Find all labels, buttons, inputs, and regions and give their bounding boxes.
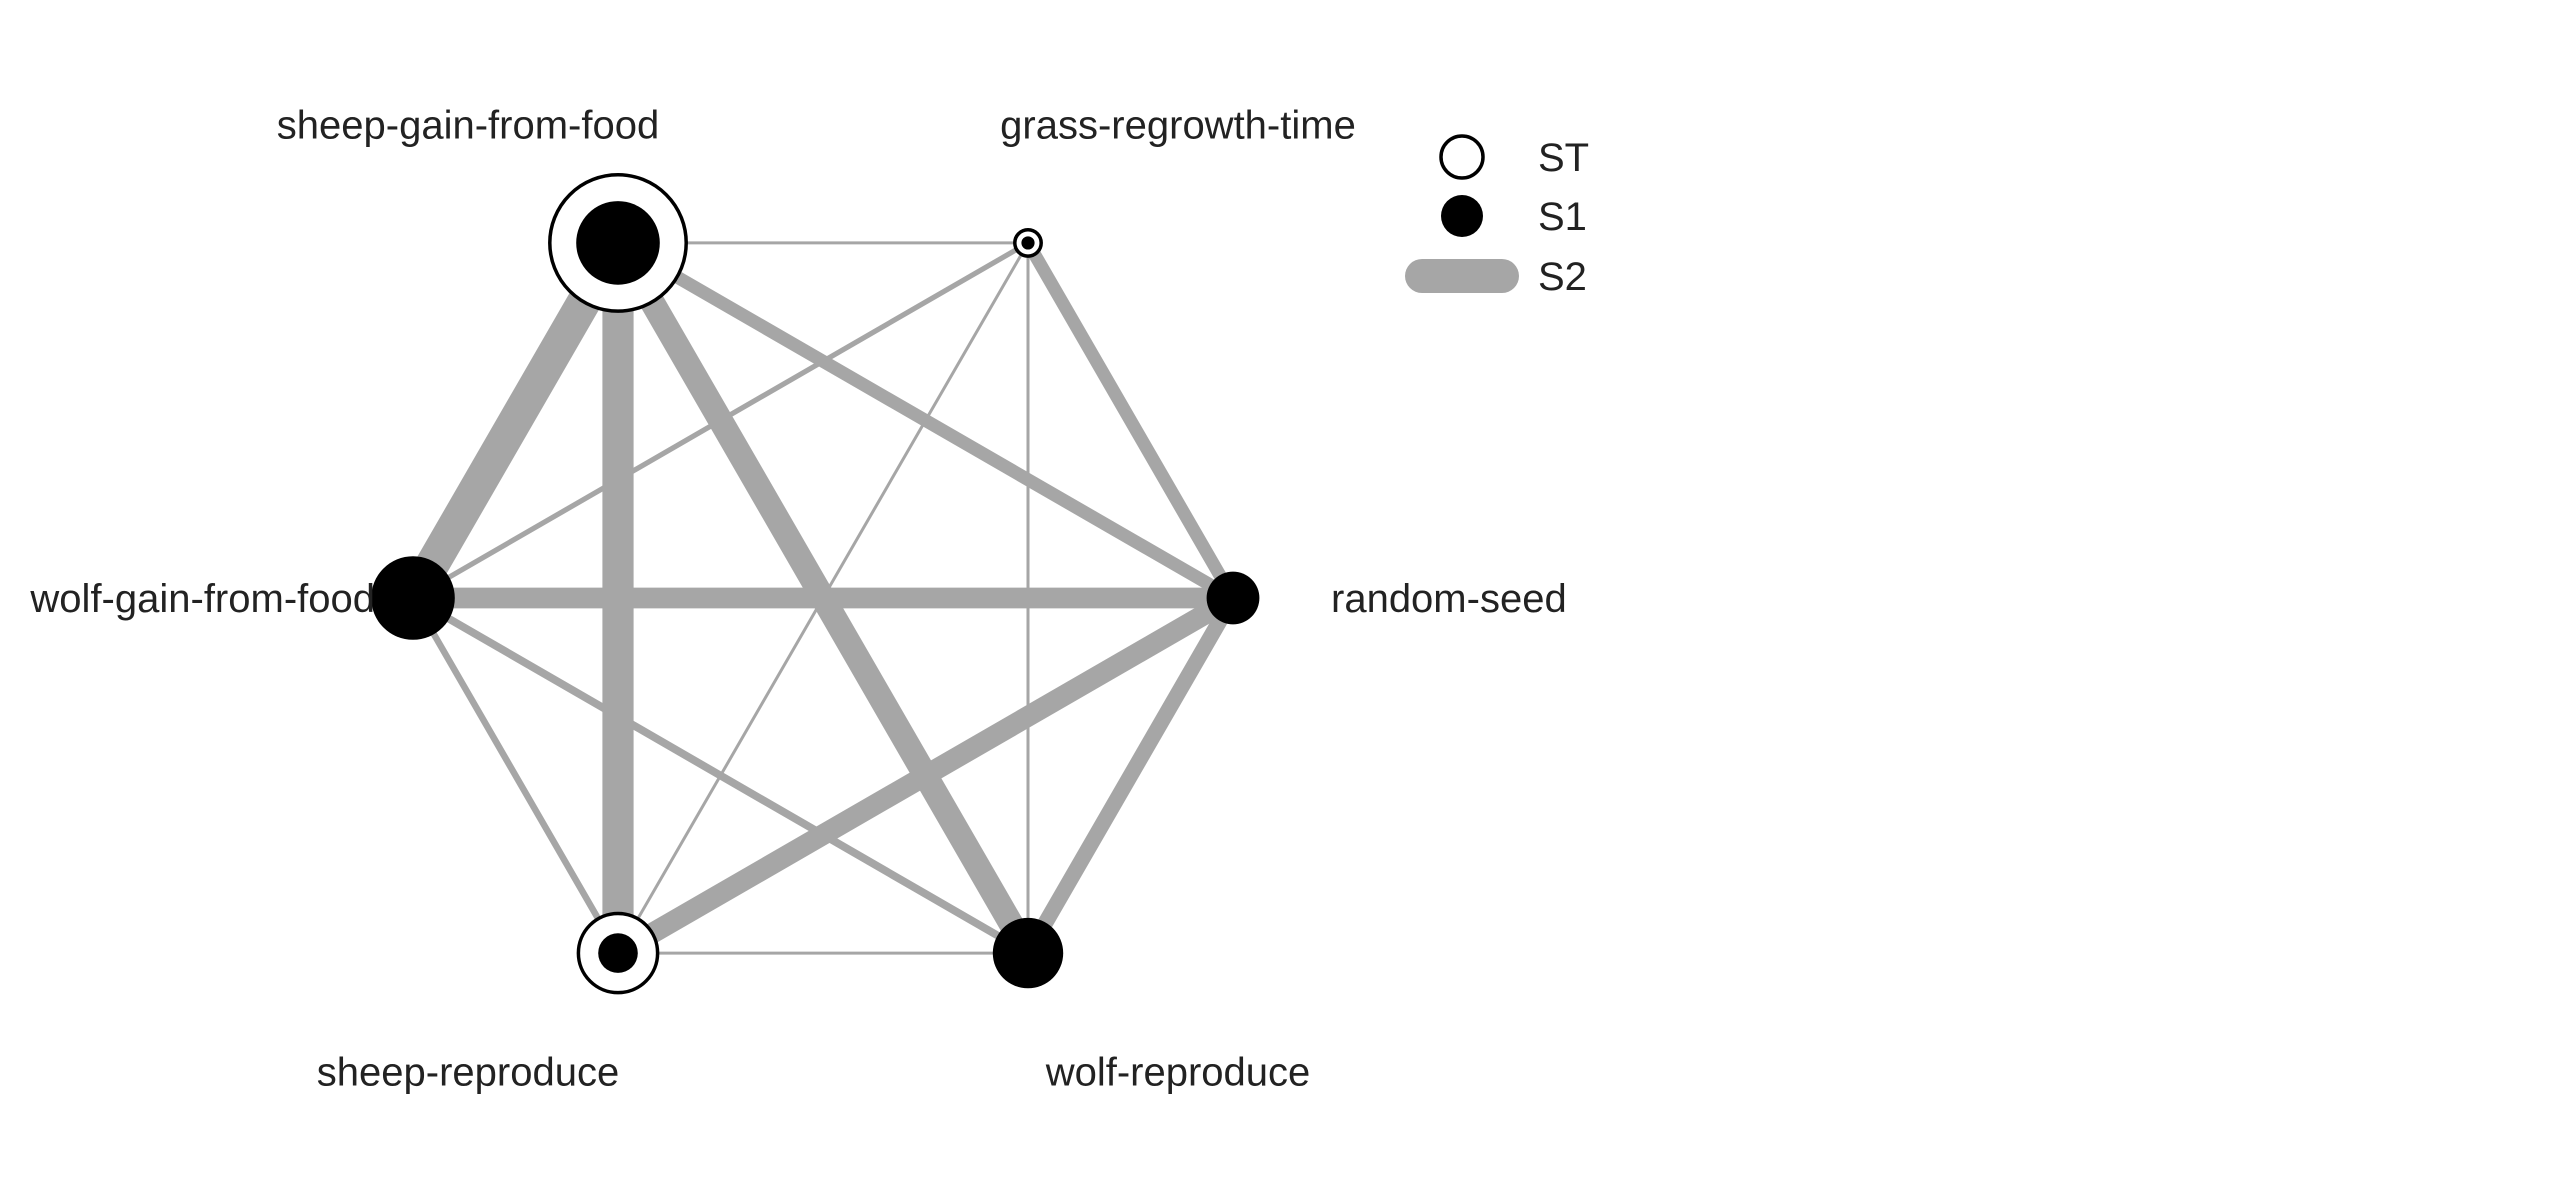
- node-wgf-s1-dot: [371, 556, 455, 640]
- legend-s1-label: S1: [1538, 195, 1587, 239]
- node-label-wr: wolf-reproduce: [1045, 1050, 1311, 1094]
- node-sgf-s1-dot: [576, 201, 660, 285]
- node-wr-s1-dot: [992, 917, 1064, 989]
- edge-wgf-grt: [411, 240, 1030, 601]
- node-grt-s1-dot: [1021, 236, 1035, 250]
- node-label-wgf: wolf-gain-from-food: [29, 577, 375, 621]
- node-label-sr: sheep-reproduce: [317, 1050, 619, 1094]
- edge-layer: [398, 234, 1240, 963]
- legend-st-label: ST: [1538, 136, 1589, 180]
- node-label-layer: sheep-gain-from-food grass-regrowth-time r…: [29, 104, 1566, 1095]
- legend: ST S1 S2: [1405, 134, 1589, 299]
- edge-wr-rs: [1021, 594, 1240, 957]
- edge-wgf-sr: [410, 596, 621, 955]
- node-layer: [371, 172, 1260, 995]
- edge-sr-rs: [612, 588, 1239, 963]
- node-label-sgf: sheep-gain-from-food: [277, 104, 659, 148]
- edge-grt-rs: [1022, 239, 1239, 602]
- legend-st-marker: [1439, 134, 1485, 180]
- node-label-rs: random-seed: [1331, 577, 1567, 621]
- node-label-grt: grass-regrowth-time: [1000, 104, 1356, 148]
- legend-s2-label: S2: [1538, 255, 1587, 299]
- node-sr-s1-dot: [598, 933, 638, 973]
- legend-s1-marker: [1441, 195, 1483, 237]
- edge-sr-grt: [616, 242, 1030, 954]
- node-rs-s1-dot: [1206, 571, 1260, 625]
